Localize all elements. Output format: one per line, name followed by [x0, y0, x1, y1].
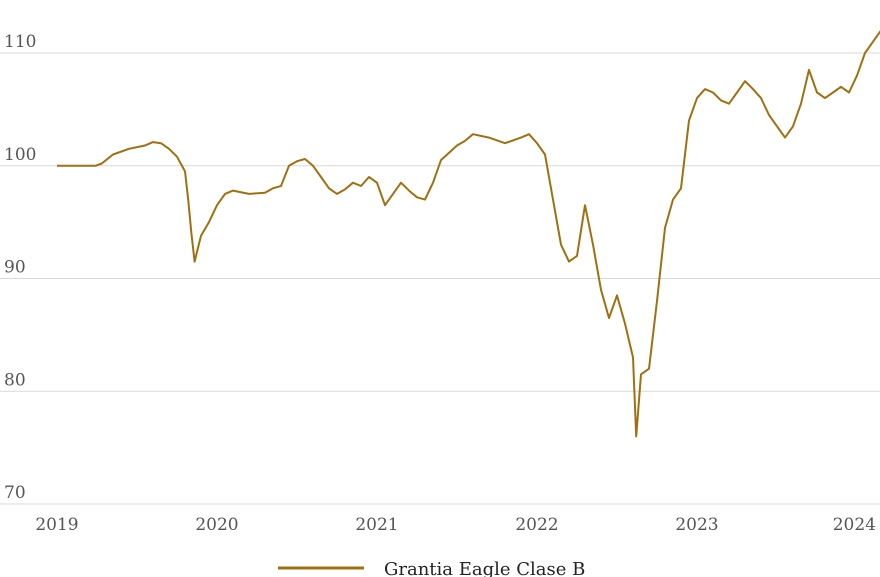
x-tick-label: 2024: [833, 515, 876, 535]
x-tick-label: 2020: [195, 515, 238, 535]
y-tick-label: 80: [4, 370, 26, 390]
y-tick-label: 100: [4, 145, 36, 165]
x-tick-label: 2023: [675, 515, 718, 535]
legend-label: Grantia Eagle Clase B: [384, 559, 585, 577]
legend: Grantia Eagle Clase B: [278, 559, 585, 577]
y-tick-label: 70: [4, 483, 26, 503]
x-axis-ticks: 2019 2020 2021 2022 2023 2024: [35, 515, 876, 535]
y-tick-label: 110: [4, 32, 36, 52]
y-axis-ticks: 70 80 90 100 110: [4, 32, 36, 503]
x-tick-label: 2019: [35, 515, 78, 535]
gridlines: [0, 52, 880, 505]
series-line-grantia-eagle-clase-b: [57, 30, 880, 438]
x-tick-label: 2022: [515, 515, 558, 535]
x-tick-label: 2021: [355, 515, 398, 535]
y-tick-label: 90: [4, 258, 26, 278]
